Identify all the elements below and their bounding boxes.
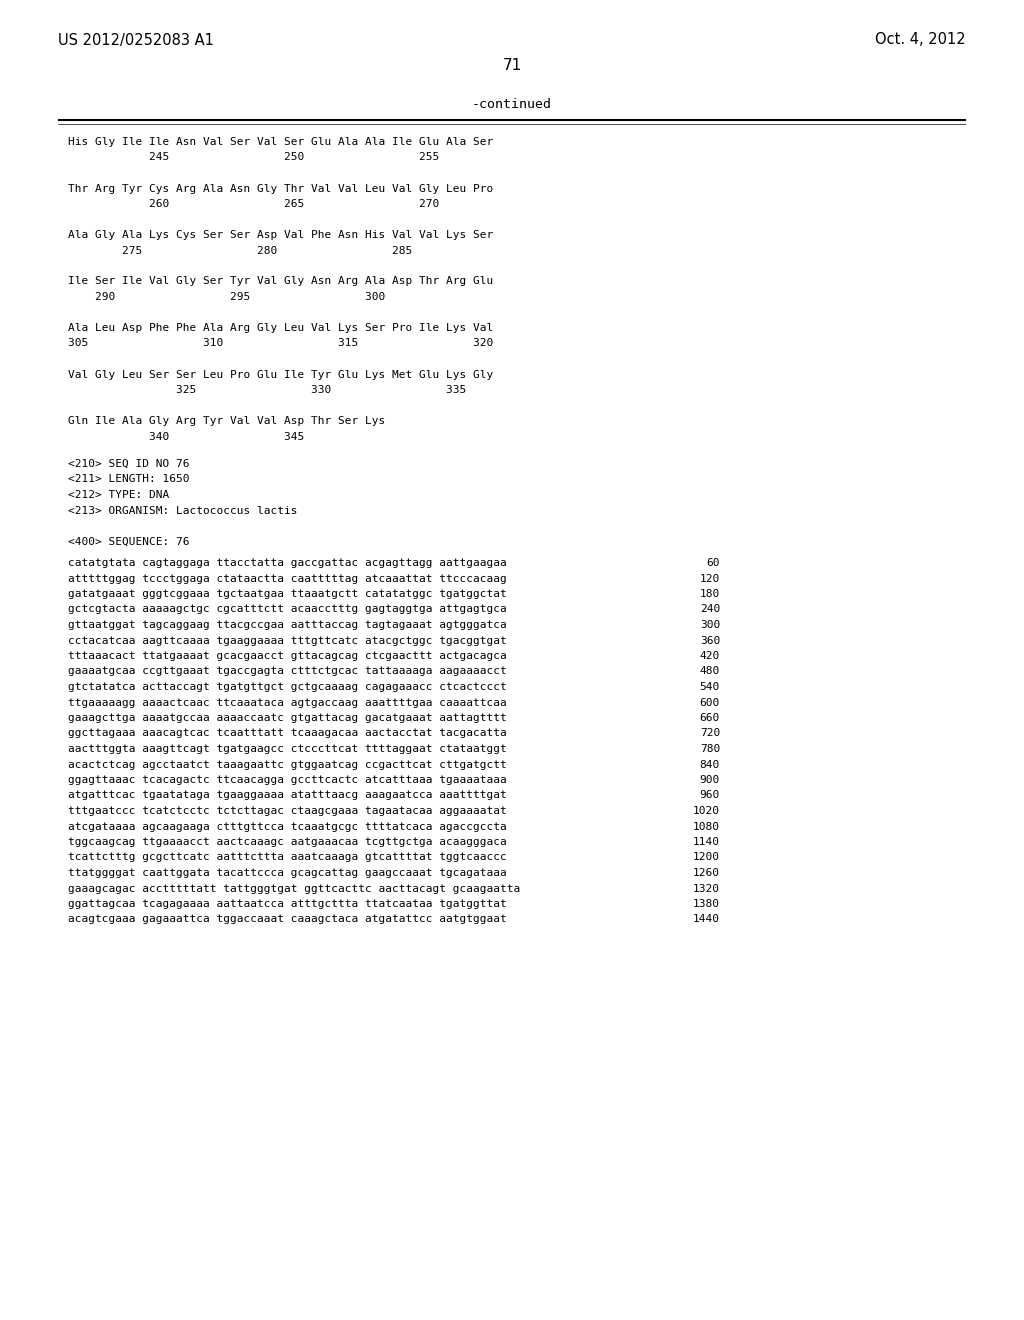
Text: gctcgtacta aaaaagctgc cgcatttctt acaacctttg gagtaggtga attgagtgca: gctcgtacta aaaaagctgc cgcatttctt acaacct…	[68, 605, 507, 615]
Text: 71: 71	[503, 58, 521, 73]
Text: gaaagcttga aaaatgccaa aaaaccaatc gtgattacag gacatgaaat aattagtttt: gaaagcttga aaaatgccaa aaaaccaatc gtgatta…	[68, 713, 507, 723]
Text: Gln Ile Ala Gly Arg Tyr Val Val Asp Thr Ser Lys: Gln Ile Ala Gly Arg Tyr Val Val Asp Thr …	[68, 416, 385, 426]
Text: atttttggag tccctggaga ctataactta caatttttag atcaaattat ttcccacaag: atttttggag tccctggaga ctataactta caatttt…	[68, 573, 507, 583]
Text: <213> ORGANISM: Lactococcus lactis: <213> ORGANISM: Lactococcus lactis	[68, 506, 298, 516]
Text: tttaaacact ttatgaaaat gcacgaacct gttacagcag ctcgaacttt actgacagca: tttaaacact ttatgaaaat gcacgaacct gttacag…	[68, 651, 507, 661]
Text: 960: 960	[699, 791, 720, 800]
Text: 275                 280                 285: 275 280 285	[68, 246, 413, 256]
Text: Oct. 4, 2012: Oct. 4, 2012	[876, 33, 966, 48]
Text: 305                 310                 315                 320: 305 310 315 320	[68, 338, 494, 348]
Text: gaaagcagac acctttttatt tattgggtgat ggttcacttc aacttacagt gcaagaatta: gaaagcagac acctttttatt tattgggtgat ggttc…	[68, 883, 520, 894]
Text: 480: 480	[699, 667, 720, 676]
Text: 780: 780	[699, 744, 720, 754]
Text: 360: 360	[699, 635, 720, 645]
Text: 60: 60	[707, 558, 720, 568]
Text: ggcttagaaa aaacagtcac tcaatttatt tcaaagacaa aactacctat tacgacatta: ggcttagaaa aaacagtcac tcaatttatt tcaaaga…	[68, 729, 507, 738]
Text: cctacatcaa aagttcaaaa tgaaggaaaa tttgttcatc atacgctggc tgacggtgat: cctacatcaa aagttcaaaa tgaaggaaaa tttgttc…	[68, 635, 507, 645]
Text: ggattagcaa tcagagaaaa aattaatcca atttgcttta ttatcaataa tgatggttat: ggattagcaa tcagagaaaa aattaatcca atttgct…	[68, 899, 507, 909]
Text: 1380: 1380	[693, 899, 720, 909]
Text: 1440: 1440	[693, 915, 720, 924]
Text: 120: 120	[699, 573, 720, 583]
Text: 660: 660	[699, 713, 720, 723]
Text: tggcaagcag ttgaaaacct aactcaaagc aatgaaacaa tcgttgctga acaagggaca: tggcaagcag ttgaaaacct aactcaaagc aatgaaa…	[68, 837, 507, 847]
Text: tttgaatccc tcatctcctc tctcttagac ctaagcgaaa tagaatacaa aggaaaatat: tttgaatccc tcatctcctc tctcttagac ctaagcg…	[68, 807, 507, 816]
Text: Ile Ser Ile Val Gly Ser Tyr Val Gly Asn Arg Ala Asp Thr Arg Glu: Ile Ser Ile Val Gly Ser Tyr Val Gly Asn …	[68, 276, 494, 286]
Text: US 2012/0252083 A1: US 2012/0252083 A1	[58, 33, 214, 48]
Text: 900: 900	[699, 775, 720, 785]
Text: 1020: 1020	[693, 807, 720, 816]
Text: tcattctttg gcgcttcatc aatttcttta aaatcaaaga gtcattttat tggtcaaccc: tcattctttg gcgcttcatc aatttcttta aaatcaa…	[68, 853, 507, 862]
Text: <210> SEQ ID NO 76: <210> SEQ ID NO 76	[68, 459, 189, 469]
Text: 1140: 1140	[693, 837, 720, 847]
Text: 720: 720	[699, 729, 720, 738]
Text: 300: 300	[699, 620, 720, 630]
Text: <212> TYPE: DNA: <212> TYPE: DNA	[68, 490, 169, 500]
Text: Ala Leu Asp Phe Phe Ala Arg Gly Leu Val Lys Ser Pro Ile Lys Val: Ala Leu Asp Phe Phe Ala Arg Gly Leu Val …	[68, 323, 494, 333]
Text: 540: 540	[699, 682, 720, 692]
Text: Val Gly Leu Ser Ser Leu Pro Glu Ile Tyr Glu Lys Met Glu Lys Gly: Val Gly Leu Ser Ser Leu Pro Glu Ile Tyr …	[68, 370, 494, 380]
Text: aactttggta aaagttcagt tgatgaagcc ctcccttcat ttttaggaat ctataatggt: aactttggta aaagttcagt tgatgaagcc ctccctt…	[68, 744, 507, 754]
Text: 245                 250                 255: 245 250 255	[68, 153, 439, 162]
Text: gtctatatca acttaccagt tgatgttgct gctgcaaaag cagagaaacc ctcactccct: gtctatatca acttaccagt tgatgttgct gctgcaa…	[68, 682, 507, 692]
Text: <211> LENGTH: 1650: <211> LENGTH: 1650	[68, 474, 189, 484]
Text: atcgataaaa agcaagaaga ctttgttcca tcaaatgcgc ttttatcaca agaccgccta: atcgataaaa agcaagaaga ctttgttcca tcaaatg…	[68, 821, 507, 832]
Text: gttaatggat tagcaggaag ttacgccgaa aatttaccag tagtagaaat agtgggatca: gttaatggat tagcaggaag ttacgccgaa aatttac…	[68, 620, 507, 630]
Text: gaaaatgcaa ccgttgaaat tgaccgagta ctttctgcac tattaaaaga aagaaaacct: gaaaatgcaa ccgttgaaat tgaccgagta ctttctg…	[68, 667, 507, 676]
Text: 260                 265                 270: 260 265 270	[68, 199, 439, 209]
Text: Thr Arg Tyr Cys Arg Ala Asn Gly Thr Val Val Leu Val Gly Leu Pro: Thr Arg Tyr Cys Arg Ala Asn Gly Thr Val …	[68, 183, 494, 194]
Text: Ala Gly Ala Lys Cys Ser Ser Asp Val Phe Asn His Val Val Lys Ser: Ala Gly Ala Lys Cys Ser Ser Asp Val Phe …	[68, 230, 494, 240]
Text: 340                 345: 340 345	[68, 432, 304, 441]
Text: acagtcgaaa gagaaattca tggaccaaat caaagctaca atgatattcc aatgtggaat: acagtcgaaa gagaaattca tggaccaaat caaagct…	[68, 915, 507, 924]
Text: 240: 240	[699, 605, 720, 615]
Text: ttgaaaaagg aaaactcaac ttcaaataca agtgaccaag aaattttgaa caaaattcaa: ttgaaaaagg aaaactcaac ttcaaataca agtgacc…	[68, 697, 507, 708]
Text: <400> SEQUENCE: 76: <400> SEQUENCE: 76	[68, 536, 189, 546]
Text: 840: 840	[699, 759, 720, 770]
Text: 1080: 1080	[693, 821, 720, 832]
Text: atgatttcac tgaatataga tgaaggaaaa atatttaacg aaagaatcca aaattttgat: atgatttcac tgaatataga tgaaggaaaa atattta…	[68, 791, 507, 800]
Text: ttatggggat caattggata tacattccca gcagcattag gaagccaaat tgcagataaa: ttatggggat caattggata tacattccca gcagcat…	[68, 869, 507, 878]
Text: His Gly Ile Ile Asn Val Ser Val Ser Glu Ala Ala Ile Glu Ala Ser: His Gly Ile Ile Asn Val Ser Val Ser Glu …	[68, 137, 494, 147]
Text: 600: 600	[699, 697, 720, 708]
Text: catatgtata cagtaggaga ttacctatta gaccgattac acgagttagg aattgaagaa: catatgtata cagtaggaga ttacctatta gaccgat…	[68, 558, 507, 568]
Text: 1320: 1320	[693, 883, 720, 894]
Text: 180: 180	[699, 589, 720, 599]
Text: -continued: -continued	[472, 99, 552, 111]
Text: 1260: 1260	[693, 869, 720, 878]
Text: 420: 420	[699, 651, 720, 661]
Text: 290                 295                 300: 290 295 300	[68, 292, 385, 302]
Text: 1200: 1200	[693, 853, 720, 862]
Text: gatatgaaat gggtcggaaa tgctaatgaa ttaaatgctt catatatggc tgatggctat: gatatgaaat gggtcggaaa tgctaatgaa ttaaatg…	[68, 589, 507, 599]
Text: 325                 330                 335: 325 330 335	[68, 385, 466, 395]
Text: acactctcag agcctaatct taaagaattc gtggaatcag ccgacttcat cttgatgctt: acactctcag agcctaatct taaagaattc gtggaat…	[68, 759, 507, 770]
Text: ggagttaaac tcacagactc ttcaacagga gccttcactc atcatttaaa tgaaaataaa: ggagttaaac tcacagactc ttcaacagga gccttca…	[68, 775, 507, 785]
